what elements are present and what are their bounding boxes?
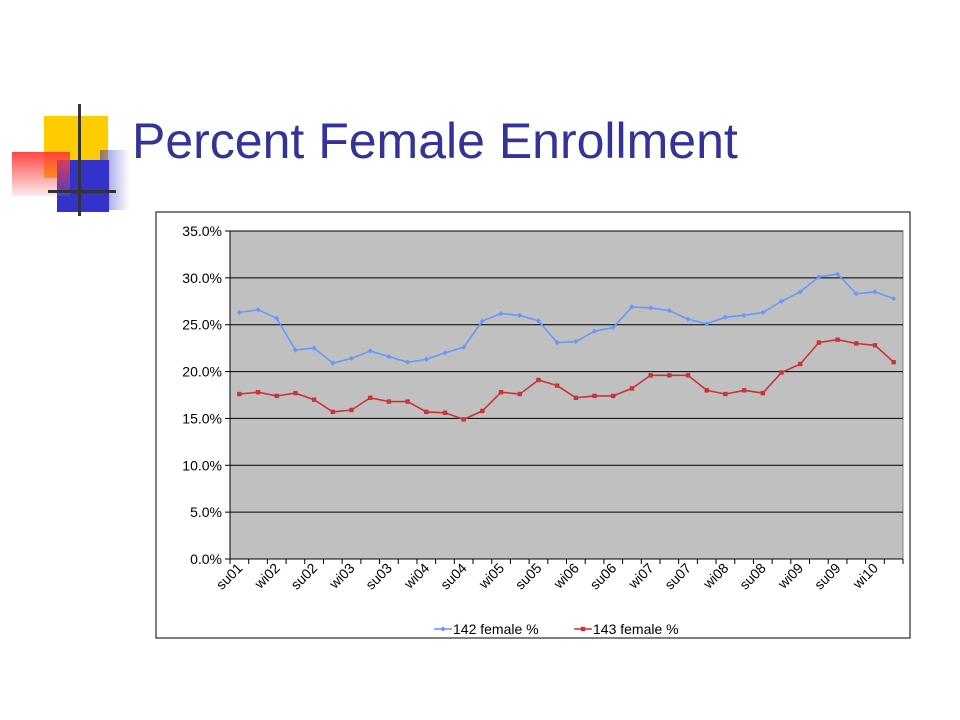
y-tick-label: 15.0% (182, 410, 222, 426)
decor-horizontal-line (48, 190, 116, 193)
data-point (723, 391, 728, 397)
legend-swatch-marker (440, 626, 446, 632)
data-point (760, 309, 766, 316)
plot-area (229, 230, 904, 560)
data-point (573, 338, 579, 345)
gridlines (230, 230, 903, 513)
data-point (891, 295, 897, 302)
data-point (797, 361, 803, 367)
data-point (442, 410, 448, 416)
data-point (424, 409, 429, 415)
data-point (423, 356, 429, 362)
decor-red-square (12, 152, 70, 196)
y-tick-label: 20.0% (182, 364, 222, 380)
y-tick-label: 25.0% (182, 317, 222, 333)
data-point (704, 388, 709, 393)
data-point (479, 318, 485, 324)
slide-title: Percent Female Enrollment (132, 113, 738, 169)
series-group (236, 271, 897, 422)
data-point (349, 407, 354, 413)
data-point (293, 390, 298, 396)
legend-label: 143 female % (593, 621, 679, 637)
data-point (779, 370, 784, 375)
data-point (330, 360, 336, 366)
data-point (741, 312, 747, 318)
data-point (872, 343, 878, 348)
data-point (255, 389, 261, 395)
data-point (292, 347, 299, 353)
data-point (834, 271, 841, 277)
y-tick-label: 30.0% (182, 270, 222, 286)
data-point (535, 318, 542, 324)
data-point (573, 395, 579, 401)
data-point (760, 390, 765, 396)
data-point (274, 393, 279, 399)
data-point (629, 386, 635, 391)
y-tick-label: 0.0% (190, 551, 222, 567)
data-point (517, 312, 523, 318)
data-point (611, 393, 616, 399)
y-tick-label: 35.0% (182, 223, 222, 239)
data-point (816, 274, 822, 280)
data-point (891, 360, 896, 365)
y-axis: 0.0% 5.0% 10.0% 15.0% 20.0% 25.0% 30.0% 35.0% (182, 223, 231, 567)
data-point (854, 341, 859, 346)
legend-label: 142 female % (453, 621, 539, 637)
data-point (704, 321, 710, 327)
data-point (386, 399, 392, 404)
data-point (592, 393, 597, 399)
series-line (239, 338, 895, 421)
data-point (480, 408, 485, 414)
data-point (498, 389, 504, 395)
decor-vertical-line (78, 104, 81, 216)
data-point (591, 328, 598, 334)
data-point (685, 373, 691, 378)
data-point (498, 310, 504, 317)
data-point (461, 344, 467, 350)
data-point (236, 309, 242, 316)
data-point (554, 339, 560, 346)
data-point (554, 383, 560, 388)
data-point (835, 337, 840, 342)
data-point (648, 305, 654, 311)
data-point (386, 353, 392, 360)
data-point (853, 291, 859, 297)
series-line (239, 273, 894, 364)
data-point (237, 391, 242, 397)
data-point (722, 314, 729, 320)
legend-swatch-marker (580, 626, 586, 632)
data-point (368, 395, 373, 401)
y-tick-label: 5.0% (190, 504, 222, 520)
data-point (274, 315, 280, 321)
data-point (536, 377, 541, 383)
data-point (685, 316, 691, 322)
data-point (778, 298, 785, 304)
decor-blue-glow (100, 150, 130, 210)
data-point (442, 350, 448, 356)
data-point (610, 324, 616, 331)
data-point (666, 308, 672, 314)
data-point (348, 355, 355, 362)
data-point (816, 340, 822, 345)
data-point (311, 345, 317, 351)
data-point (797, 289, 803, 295)
data-point (741, 388, 747, 393)
data-point (648, 373, 653, 378)
data-point (311, 397, 317, 402)
y-tick-label: 10.0% (182, 457, 222, 473)
legend: 142 female % 143 female % (434, 621, 679, 637)
data-point (255, 307, 261, 313)
data-point (517, 391, 522, 397)
data-point (667, 373, 672, 378)
data-point (629, 304, 635, 310)
data-point (404, 359, 411, 365)
data-point (367, 348, 373, 354)
data-point (872, 289, 878, 295)
data-point (405, 399, 410, 404)
data-point (461, 417, 466, 422)
data-point (330, 409, 336, 415)
